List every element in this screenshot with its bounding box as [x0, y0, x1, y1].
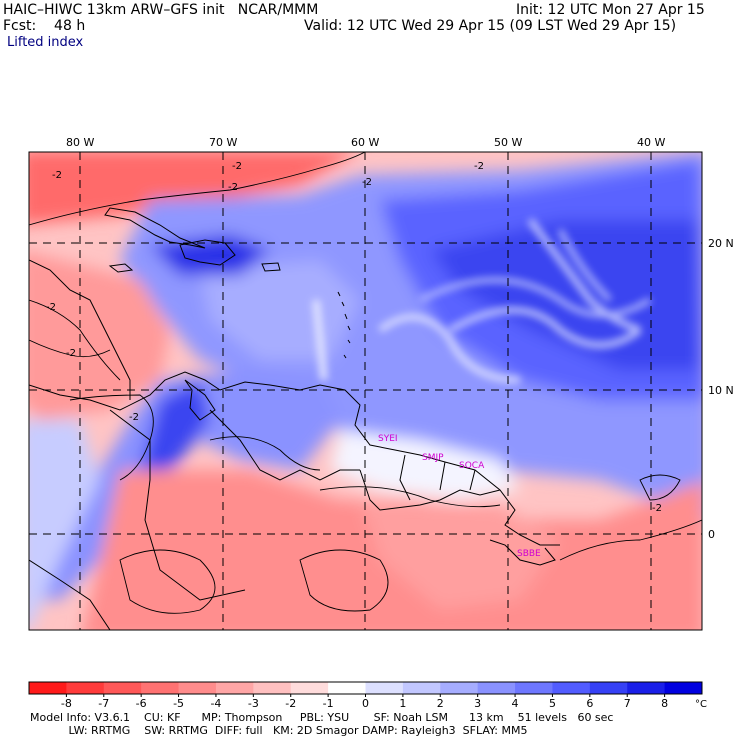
- lat-labels: 20 N 10 N 0: [708, 237, 734, 541]
- contours: [29, 152, 702, 614]
- legend-swatch: [589, 682, 628, 694]
- station-label: SMJP: [422, 453, 444, 463]
- legend-swatch: [29, 682, 67, 694]
- legend-tick-label: -1: [323, 697, 334, 710]
- lon-label-70w: 70 W: [209, 136, 237, 149]
- map-frame: [28, 151, 703, 631]
- station-label: SOCA: [459, 461, 485, 471]
- legend-swatch: [290, 682, 329, 694]
- model-info-line2: LW: RRTMG SW: RRTMG DIFF: full KM: 2D Sm…: [30, 724, 528, 737]
- contour-label: -2: [129, 412, 139, 423]
- contour-label: -2: [228, 182, 238, 193]
- legend-tick-label: 0: [362, 697, 369, 710]
- legend-swatch: [215, 682, 254, 694]
- legend-swatch: [552, 682, 591, 694]
- legend-tick-label: 8: [661, 697, 668, 710]
- legend-swatch: [664, 682, 703, 694]
- legend-swatch: [402, 682, 441, 694]
- legend-tick-label: 5: [549, 697, 556, 710]
- legend-swatch: [66, 682, 105, 694]
- legend-tick-label: 1: [399, 697, 406, 710]
- contour-label: -2: [232, 161, 242, 172]
- lat-label-0: 0: [708, 528, 715, 541]
- legend-tick-label: -7: [98, 697, 109, 710]
- contour-label: -2: [652, 503, 662, 514]
- field-name: Lifted index: [7, 35, 84, 50]
- legend-tick-label: 2: [437, 697, 444, 710]
- legend-tick-label: 4: [512, 697, 519, 710]
- contour-label: -2: [66, 348, 76, 359]
- legend-swatch: [627, 682, 666, 694]
- lon-labels: 80 W 70 W 60 W 50 W 40 W: [66, 136, 665, 149]
- lon-label-60w: 60 W: [351, 136, 379, 149]
- contour-label: -2: [46, 302, 56, 313]
- lon-label-40w: 40 W: [637, 136, 665, 149]
- legend-swatch: [141, 682, 180, 694]
- legend-tick-label: 7: [624, 697, 631, 710]
- legend-tick-label: -5: [173, 697, 184, 710]
- legend-swatch: [103, 682, 142, 694]
- valid-time: Valid: 12 UTC Wed 29 Apr 15 (09 LST Wed …: [304, 18, 677, 34]
- legend-tick-label: 6: [586, 697, 593, 710]
- model-info-line1: Model Info: V3.6.1 CU: KF MP: Thompson P…: [30, 711, 614, 724]
- station-label: SBBE: [517, 549, 541, 559]
- lon-label-50w: 50 W: [494, 136, 522, 149]
- legend-swatch: [365, 682, 404, 694]
- legend-swatch: [515, 682, 553, 694]
- legend-tick-label: -6: [136, 697, 147, 710]
- model-title: HAIC–HIWC 13km ARW–GFS init NCAR/MMM: [3, 2, 319, 18]
- legend-tick-label: -4: [210, 697, 221, 710]
- legend-swatch: [477, 682, 516, 694]
- legend-tick-label: 3: [474, 697, 481, 710]
- legend-tick-label: -3: [248, 697, 259, 710]
- legend-swatch: [253, 682, 292, 694]
- legend-swatch: [328, 682, 366, 694]
- station-label: SYEI: [378, 434, 398, 444]
- contour-labels: -2 -2 -2 -2 -2 -2 -2 -2 -2: [46, 161, 662, 514]
- lon-label-80w: 80 W: [66, 136, 94, 149]
- legend-unit: °C: [695, 699, 707, 710]
- contour-label: -2: [474, 161, 484, 172]
- stations: SYEI SMJP SOCA SBBE: [378, 434, 541, 559]
- lat-label-10n: 10 N: [708, 384, 734, 397]
- forecast-hour: Fcst: 48 h: [3, 18, 86, 34]
- legend-swatch: [440, 682, 479, 694]
- contour-label: -2: [52, 170, 62, 181]
- legend-swatch: [178, 682, 217, 694]
- legend-tick-label: -2: [285, 697, 296, 710]
- contour-label: -2: [362, 177, 372, 188]
- init-time: Init: 12 UTC Mon 27 Apr 15: [516, 2, 705, 18]
- graticule: [29, 152, 702, 630]
- lat-label-20n: 20 N: [708, 237, 734, 250]
- color-legend: -8 -7 -6 -5 -4 -3 -2 -1 0 1 2 3 4 5 6 7 8 °C: [28, 681, 707, 710]
- legend-tick-label: -8: [61, 697, 72, 710]
